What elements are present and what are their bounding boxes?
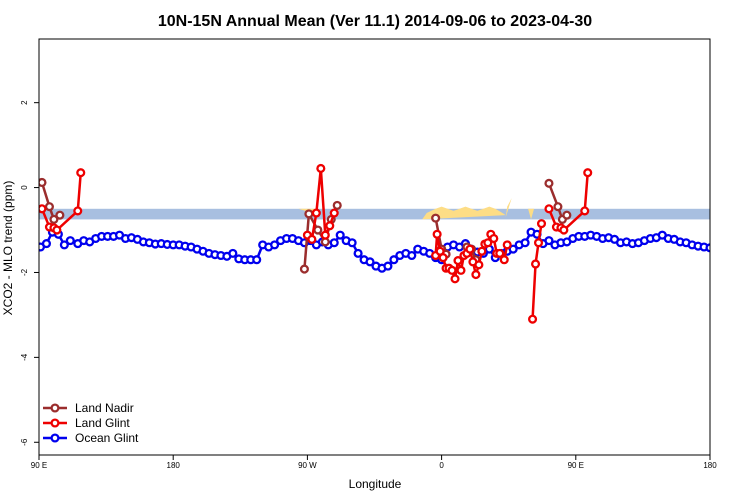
ocean-glint-point bbox=[65, 236, 75, 246]
y-tick-label: 2 bbox=[20, 100, 29, 105]
land-nadir-point bbox=[562, 210, 572, 220]
land-glint-point bbox=[438, 253, 448, 263]
legend-label-land-nadir: Land Nadir bbox=[75, 401, 134, 415]
ocean-glint-point bbox=[520, 238, 530, 248]
legend-label-land-glint: Land Glint bbox=[75, 416, 130, 430]
land-glint-point bbox=[483, 238, 493, 248]
land-glint-point bbox=[502, 240, 512, 250]
ocean-glint-point bbox=[329, 238, 339, 248]
ocean-glint-point bbox=[228, 248, 238, 258]
land-glint-point bbox=[39, 204, 47, 214]
plot-area bbox=[39, 163, 710, 324]
legend-label-ocean-glint: Ocean Glint bbox=[75, 431, 139, 445]
ocean-glint-point bbox=[59, 240, 69, 250]
land-nadir-point bbox=[304, 209, 314, 219]
land-fill-1 bbox=[422, 206, 506, 220]
land-glint-point bbox=[489, 233, 499, 244]
land-glint-point bbox=[307, 234, 317, 244]
land-nadir-point bbox=[49, 214, 59, 224]
x-tick-label: 90 W bbox=[298, 461, 317, 470]
y-axis-label: XCO2 - MLO trend (ppm) bbox=[1, 181, 15, 316]
x-axis: 90 E 180 90 W 0 90 E 180 bbox=[31, 455, 717, 470]
land-glint-point bbox=[73, 206, 83, 216]
legend-marker-land-glint bbox=[50, 418, 60, 428]
ocean-glint-point bbox=[383, 261, 393, 271]
y-tick-label: -2 bbox=[20, 268, 29, 276]
land-nadir-point bbox=[39, 177, 47, 188]
plot-inner bbox=[39, 163, 710, 324]
land-glint-point bbox=[447, 265, 457, 275]
y-tick-label: -6 bbox=[20, 438, 29, 446]
land-glint-line bbox=[531, 223, 543, 320]
land-glint-point bbox=[316, 163, 326, 174]
land-glint-point bbox=[530, 259, 541, 269]
land-glint-point bbox=[329, 208, 339, 218]
land-glint-point bbox=[432, 229, 442, 239]
x-tick-label: 0 bbox=[439, 461, 444, 470]
land-glint-point bbox=[533, 238, 544, 248]
land-fill-3 bbox=[528, 208, 535, 220]
ocean-glint-point bbox=[508, 244, 518, 254]
legend-marker-ocean-glint bbox=[50, 433, 60, 443]
reference-band bbox=[39, 208, 710, 220]
land-glint-point bbox=[76, 168, 86, 178]
land-glint-point bbox=[528, 314, 538, 324]
land-glint-point bbox=[453, 256, 463, 266]
land-nadir-point bbox=[431, 213, 441, 223]
land-glint-point bbox=[499, 255, 509, 265]
land-glint-point bbox=[471, 270, 481, 280]
land-glint-point bbox=[450, 274, 460, 284]
y-axis: 2 0 -2 -4 -6 bbox=[20, 100, 39, 446]
land-glint-point bbox=[52, 225, 62, 235]
land-glint-point bbox=[559, 225, 569, 235]
ocean-glint-point bbox=[41, 239, 52, 249]
land-glint-point bbox=[583, 168, 593, 178]
land-glint-point bbox=[580, 206, 590, 216]
plot-frame bbox=[38, 38, 711, 456]
x-tick-label: 90 E bbox=[568, 461, 584, 470]
ocean-glint-point bbox=[353, 248, 363, 258]
land-glint-point bbox=[320, 230, 330, 240]
ocean-glint-point bbox=[252, 255, 262, 265]
land-glint-point bbox=[311, 208, 321, 218]
x-tick-label: 180 bbox=[167, 461, 181, 470]
land-glint-point bbox=[495, 248, 505, 258]
ocean-glint-point bbox=[335, 230, 345, 240]
land-nadir-point bbox=[332, 200, 342, 210]
land-glint-point bbox=[465, 244, 475, 254]
legend-marker-land-nadir bbox=[50, 403, 60, 413]
y-tick-label: 0 bbox=[20, 185, 29, 190]
land-glint-point bbox=[477, 246, 487, 256]
land-nadir-point bbox=[55, 210, 65, 220]
land-glint-point bbox=[544, 204, 554, 214]
x-axis-label: Longitude bbox=[349, 477, 402, 491]
ocean-glint-point bbox=[365, 257, 375, 267]
land-glint-point bbox=[325, 221, 335, 231]
land-nadir-point bbox=[299, 264, 309, 274]
ocean-glint-point bbox=[347, 238, 357, 248]
land-glint-point bbox=[536, 219, 547, 229]
land-nadir-point bbox=[544, 178, 554, 188]
land-glint-point bbox=[474, 260, 484, 270]
ocean-glint-point bbox=[389, 255, 399, 265]
y-tick-label: -4 bbox=[20, 353, 29, 361]
chart-title: 10N-15N Annual Mean (Ver 11.1) 2014-09-0… bbox=[158, 13, 592, 30]
land-nadir-point bbox=[313, 225, 323, 235]
ocean-glint-point bbox=[270, 240, 280, 250]
x-tick-label: 180 bbox=[703, 461, 717, 470]
land-nadir-point bbox=[44, 202, 54, 212]
ocean-glint-point bbox=[544, 236, 554, 246]
land-glint-point bbox=[456, 265, 466, 275]
land-nadir-point bbox=[553, 202, 563, 212]
land-fill-2 bbox=[505, 198, 512, 218]
x-tick-label: 90 E bbox=[31, 461, 47, 470]
ocean-glint-point bbox=[407, 250, 417, 261]
